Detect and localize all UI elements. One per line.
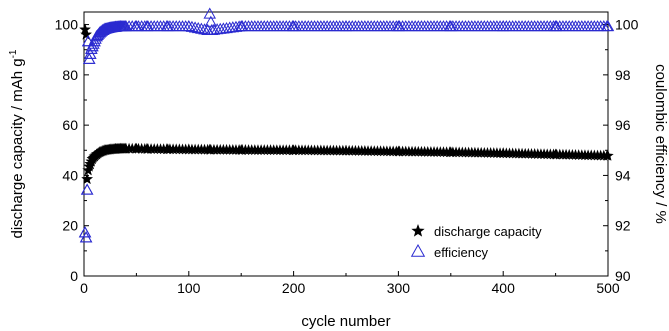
data-point-triangle <box>444 20 458 32</box>
data-point-star <box>162 143 174 155</box>
legend-star-marker <box>411 224 425 237</box>
data-point-triangle <box>339 20 353 32</box>
data-point-triangle <box>78 226 92 238</box>
data-point-triangle <box>93 26 106 38</box>
data-point-star <box>287 144 300 156</box>
data-point-triangle <box>79 231 93 243</box>
y-left-tick-label: 60 <box>62 117 78 133</box>
data-point-triangle <box>496 20 510 32</box>
data-point-star <box>104 143 116 155</box>
data-point-star <box>81 173 93 185</box>
data-point-star <box>602 149 614 161</box>
data-point-triangle <box>549 20 562 32</box>
data-point-star <box>141 143 153 154</box>
data-point-star <box>204 143 216 155</box>
legend-label-discharge-capacity: discharge capacity <box>434 224 542 239</box>
data-point-triangle <box>80 183 94 195</box>
x-tick-label: 500 <box>596 280 620 296</box>
data-point-triangle <box>78 226 92 238</box>
data-point-star <box>114 142 127 154</box>
data-point-star <box>80 28 92 40</box>
data-point-star <box>109 143 122 154</box>
data-point-star <box>340 144 352 156</box>
data-point-star <box>99 144 111 156</box>
data-point-triangle <box>90 30 103 42</box>
y-right-tick-label: 94 <box>615 167 631 183</box>
data-point-triangle <box>234 20 248 32</box>
data-point-star <box>94 146 106 158</box>
data-point-star <box>120 142 132 154</box>
data-point-triangle <box>119 20 133 32</box>
data-point-triangle <box>80 183 94 195</box>
data-point-triangle <box>161 20 175 32</box>
data-point-star <box>497 147 509 159</box>
y-left-tick-label: 40 <box>62 167 78 183</box>
y-right-tick-label: 92 <box>615 218 631 234</box>
series-efficiency <box>78 7 615 243</box>
data-point-star <box>90 148 103 160</box>
data-point-triangle <box>140 20 154 32</box>
y-left-tick-label: 80 <box>62 67 78 83</box>
x-tick-label: 100 <box>177 280 201 296</box>
axes-layer: 0 100 200 300 400 500 0 20 40 60 80 100 90 92 94 96 98 10… <box>8 11 669 330</box>
data-point-star <box>183 143 195 155</box>
data-point-triangle <box>191 21 205 34</box>
y-right-tick-label: 98 <box>615 67 631 83</box>
series-discharge-capacity <box>79 23 614 185</box>
data-point-triangle <box>392 20 405 32</box>
data-point-star <box>235 144 247 155</box>
data-point-triangle <box>103 21 117 33</box>
data-point-star <box>549 148 562 160</box>
data-point-triangle <box>205 23 219 35</box>
y-left-axis-title: discharge capacity / mAh g-1 <box>8 49 26 238</box>
legend-triangle-marker <box>410 243 426 257</box>
y-left-tick-label: 20 <box>62 218 78 234</box>
data-point-triangle <box>203 7 217 19</box>
data-point-triangle <box>182 20 196 32</box>
data-point-star <box>392 145 405 157</box>
y-right-tick-label: 96 <box>615 117 631 133</box>
legend-label-efficiency: efficiency <box>434 245 488 260</box>
legend: discharge capacity efficiency <box>410 224 542 260</box>
data-point-triangle <box>195 22 208 34</box>
data-point-star <box>445 146 457 158</box>
data-point-triangle <box>185 20 199 32</box>
x-tick-label: 200 <box>282 280 306 296</box>
data-point-star <box>79 23 91 35</box>
x-tick-label: 400 <box>492 280 516 296</box>
y-left-tick-label: 0 <box>70 268 78 284</box>
x-tick-label: 0 <box>80 280 88 296</box>
y-right-tick-label: 90 <box>615 268 631 284</box>
series-layer <box>78 7 615 243</box>
y-right-tick-label: 100 <box>615 17 639 33</box>
data-point-triangle <box>287 20 300 32</box>
data-point-triangle <box>130 20 143 32</box>
y-left-tick-label: 100 <box>55 17 79 33</box>
data-point-triangle <box>98 22 112 34</box>
data-point-triangle <box>601 20 615 32</box>
x-tick-label: 300 <box>387 280 411 296</box>
data-point-triangle <box>198 23 211 35</box>
x-axis-title: cycle number <box>301 313 390 330</box>
y-right-axis-title: coulombic efficiency / % <box>652 64 669 224</box>
data-point-star <box>130 142 143 154</box>
